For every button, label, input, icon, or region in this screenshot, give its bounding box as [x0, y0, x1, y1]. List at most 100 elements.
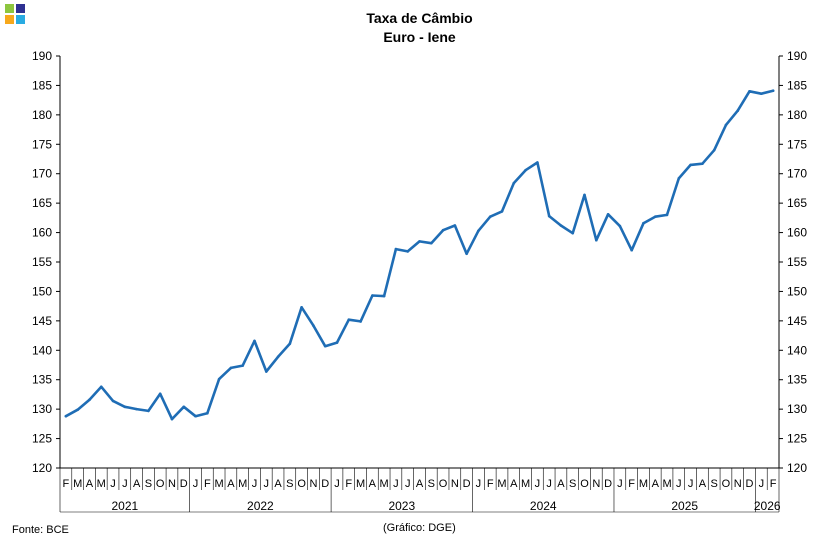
month-label: F — [63, 478, 70, 490]
y-tick-label-left: 150 — [32, 284, 52, 298]
data-point — [394, 247, 398, 251]
month-label: J — [405, 478, 411, 490]
data-point — [406, 250, 410, 253]
data-point — [347, 318, 351, 321]
logo-square-blue — [16, 4, 25, 13]
month-label: A — [369, 478, 377, 490]
month-label: F — [345, 478, 352, 490]
month-label: A — [652, 478, 660, 490]
year-label: 2023 — [388, 499, 415, 513]
y-tick-label-left: 190 — [32, 49, 52, 63]
month-label: J — [617, 478, 623, 490]
month-label: A — [510, 478, 518, 490]
data-point — [653, 215, 657, 218]
y-tick-label-left: 165 — [32, 196, 52, 210]
y-tick-label-right: 175 — [787, 137, 807, 151]
month-label: J — [759, 478, 765, 490]
data-point — [536, 161, 539, 164]
month-label: O — [580, 478, 589, 490]
year-label: 2024 — [530, 499, 557, 513]
month-label: F — [628, 478, 635, 490]
month-label: J — [110, 478, 116, 490]
month-label: F — [487, 478, 494, 490]
data-point — [488, 215, 492, 218]
y-tick-label-left: 120 — [32, 461, 52, 475]
data-point — [583, 193, 586, 197]
data-point — [748, 90, 751, 93]
source-note: Fonte: BCE — [12, 524, 69, 536]
data-point — [712, 148, 716, 152]
logo-square-cyan — [16, 15, 25, 24]
month-label: O — [156, 478, 165, 490]
data-point — [441, 228, 445, 232]
data-point — [760, 92, 763, 95]
data-point — [217, 377, 221, 381]
year-label: 2025 — [671, 499, 698, 513]
y-tick-label-right: 155 — [787, 255, 807, 269]
data-point — [571, 231, 575, 235]
month-label: D — [321, 478, 329, 490]
data-point — [630, 248, 633, 252]
data-point — [206, 411, 209, 415]
data-point — [477, 229, 480, 233]
data-point — [135, 407, 138, 411]
data-point — [99, 385, 103, 389]
y-tick-label-left: 155 — [32, 255, 52, 269]
data-point — [194, 414, 197, 418]
month-label: J — [688, 478, 694, 490]
y-tick-label-right: 120 — [787, 461, 807, 475]
month-label: S — [145, 478, 152, 490]
month-label: N — [734, 478, 742, 490]
month-label: J — [252, 478, 258, 490]
data-point — [677, 177, 681, 180]
month-label: N — [168, 478, 176, 490]
data-point — [724, 123, 728, 127]
month-label: M — [639, 478, 648, 490]
y-tick-label-right: 135 — [787, 373, 807, 387]
year-label: 2022 — [247, 499, 274, 513]
month-label: O — [439, 478, 448, 490]
data-point — [335, 341, 339, 344]
month-label: J — [193, 478, 199, 490]
credit-note: (Gráfico: DGE) — [383, 522, 456, 534]
month-label: M — [497, 478, 506, 490]
logo-square-green — [5, 4, 14, 13]
data-point — [64, 414, 68, 418]
data-point — [524, 168, 527, 172]
data-point — [323, 344, 327, 348]
month-label: A — [699, 478, 707, 490]
month-label: D — [180, 478, 188, 490]
data-point — [642, 221, 645, 225]
month-label: F — [204, 478, 211, 490]
data-point — [465, 252, 468, 256]
y-tick-label-right: 160 — [787, 226, 807, 240]
y-tick-label-right: 190 — [787, 49, 807, 63]
y-tick-label-left: 180 — [32, 108, 52, 122]
logo-square-orange — [5, 15, 14, 24]
data-point — [182, 405, 186, 409]
month-label: J — [334, 478, 340, 490]
month-label: J — [546, 478, 552, 490]
month-label: M — [238, 478, 247, 490]
data-point — [241, 364, 244, 367]
month-label: J — [122, 478, 128, 490]
month-label: M — [73, 478, 82, 490]
month-label: A — [274, 478, 282, 490]
y-tick-label-right: 125 — [787, 432, 807, 446]
data-point — [736, 109, 740, 113]
chart-subtitle: Euro - Iene — [383, 29, 456, 45]
month-label: M — [356, 478, 365, 490]
month-label: D — [746, 478, 754, 490]
y-tick-label-right: 130 — [787, 402, 807, 416]
month-label: A — [86, 478, 94, 490]
data-point — [253, 339, 256, 343]
month-label: M — [380, 478, 389, 490]
year-label: 2026 — [754, 499, 781, 513]
month-label: A — [227, 478, 235, 490]
month-label: M — [662, 478, 671, 490]
y-tick-label-left: 160 — [32, 226, 52, 240]
y-tick-label-left: 130 — [32, 402, 52, 416]
data-point — [559, 224, 563, 227]
year-label: 2021 — [111, 499, 138, 513]
data-point — [76, 408, 79, 412]
